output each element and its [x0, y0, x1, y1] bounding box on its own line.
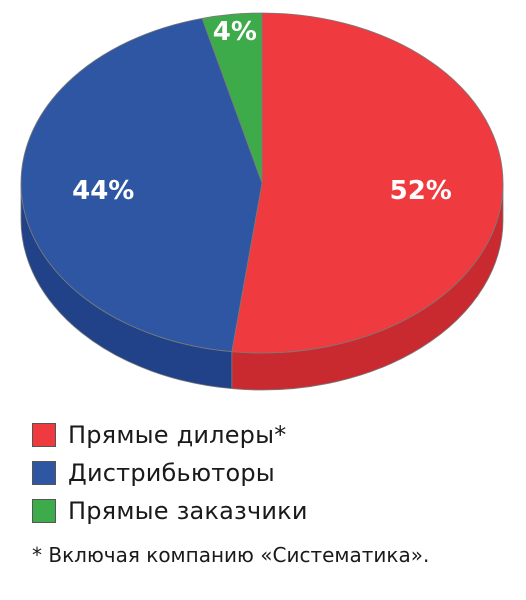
legend-item-distributors: Дистрибьюторы: [32, 454, 308, 492]
pie-slice-customers: [201, 12, 263, 184]
legend-swatch-customers: [32, 499, 56, 523]
pie-label-distributors: 44%: [72, 176, 134, 206]
pie-labels: 52% 44% 4%: [72, 17, 452, 206]
pie-label-customers: 4%: [213, 17, 257, 47]
legend-swatch-distributors: [32, 461, 56, 485]
legend-item-dealers: Прямые дилеры*: [32, 416, 308, 454]
pie-slice-distributors: [20, 17, 263, 353]
legend-label-dealers: Прямые дилеры*: [68, 421, 287, 449]
legend-label-customers: Прямые заказчики: [68, 497, 308, 525]
legend-label-distributors: Дистрибьюторы: [68, 459, 275, 487]
legend-swatch-dealers: [32, 423, 56, 447]
pie-chart: 52% 44% 4%: [20, 12, 504, 391]
legend: Прямые дилеры* Дистрибьюторы Прямые зака…: [32, 416, 308, 530]
pie-slice-dealers: [231, 12, 504, 354]
pie-label-dealers: 52%: [390, 176, 452, 206]
pie-slices: [20, 12, 504, 354]
legend-item-customers: Прямые заказчики: [32, 492, 308, 530]
footnote: * Включая компанию «Систематика».: [32, 543, 430, 567]
